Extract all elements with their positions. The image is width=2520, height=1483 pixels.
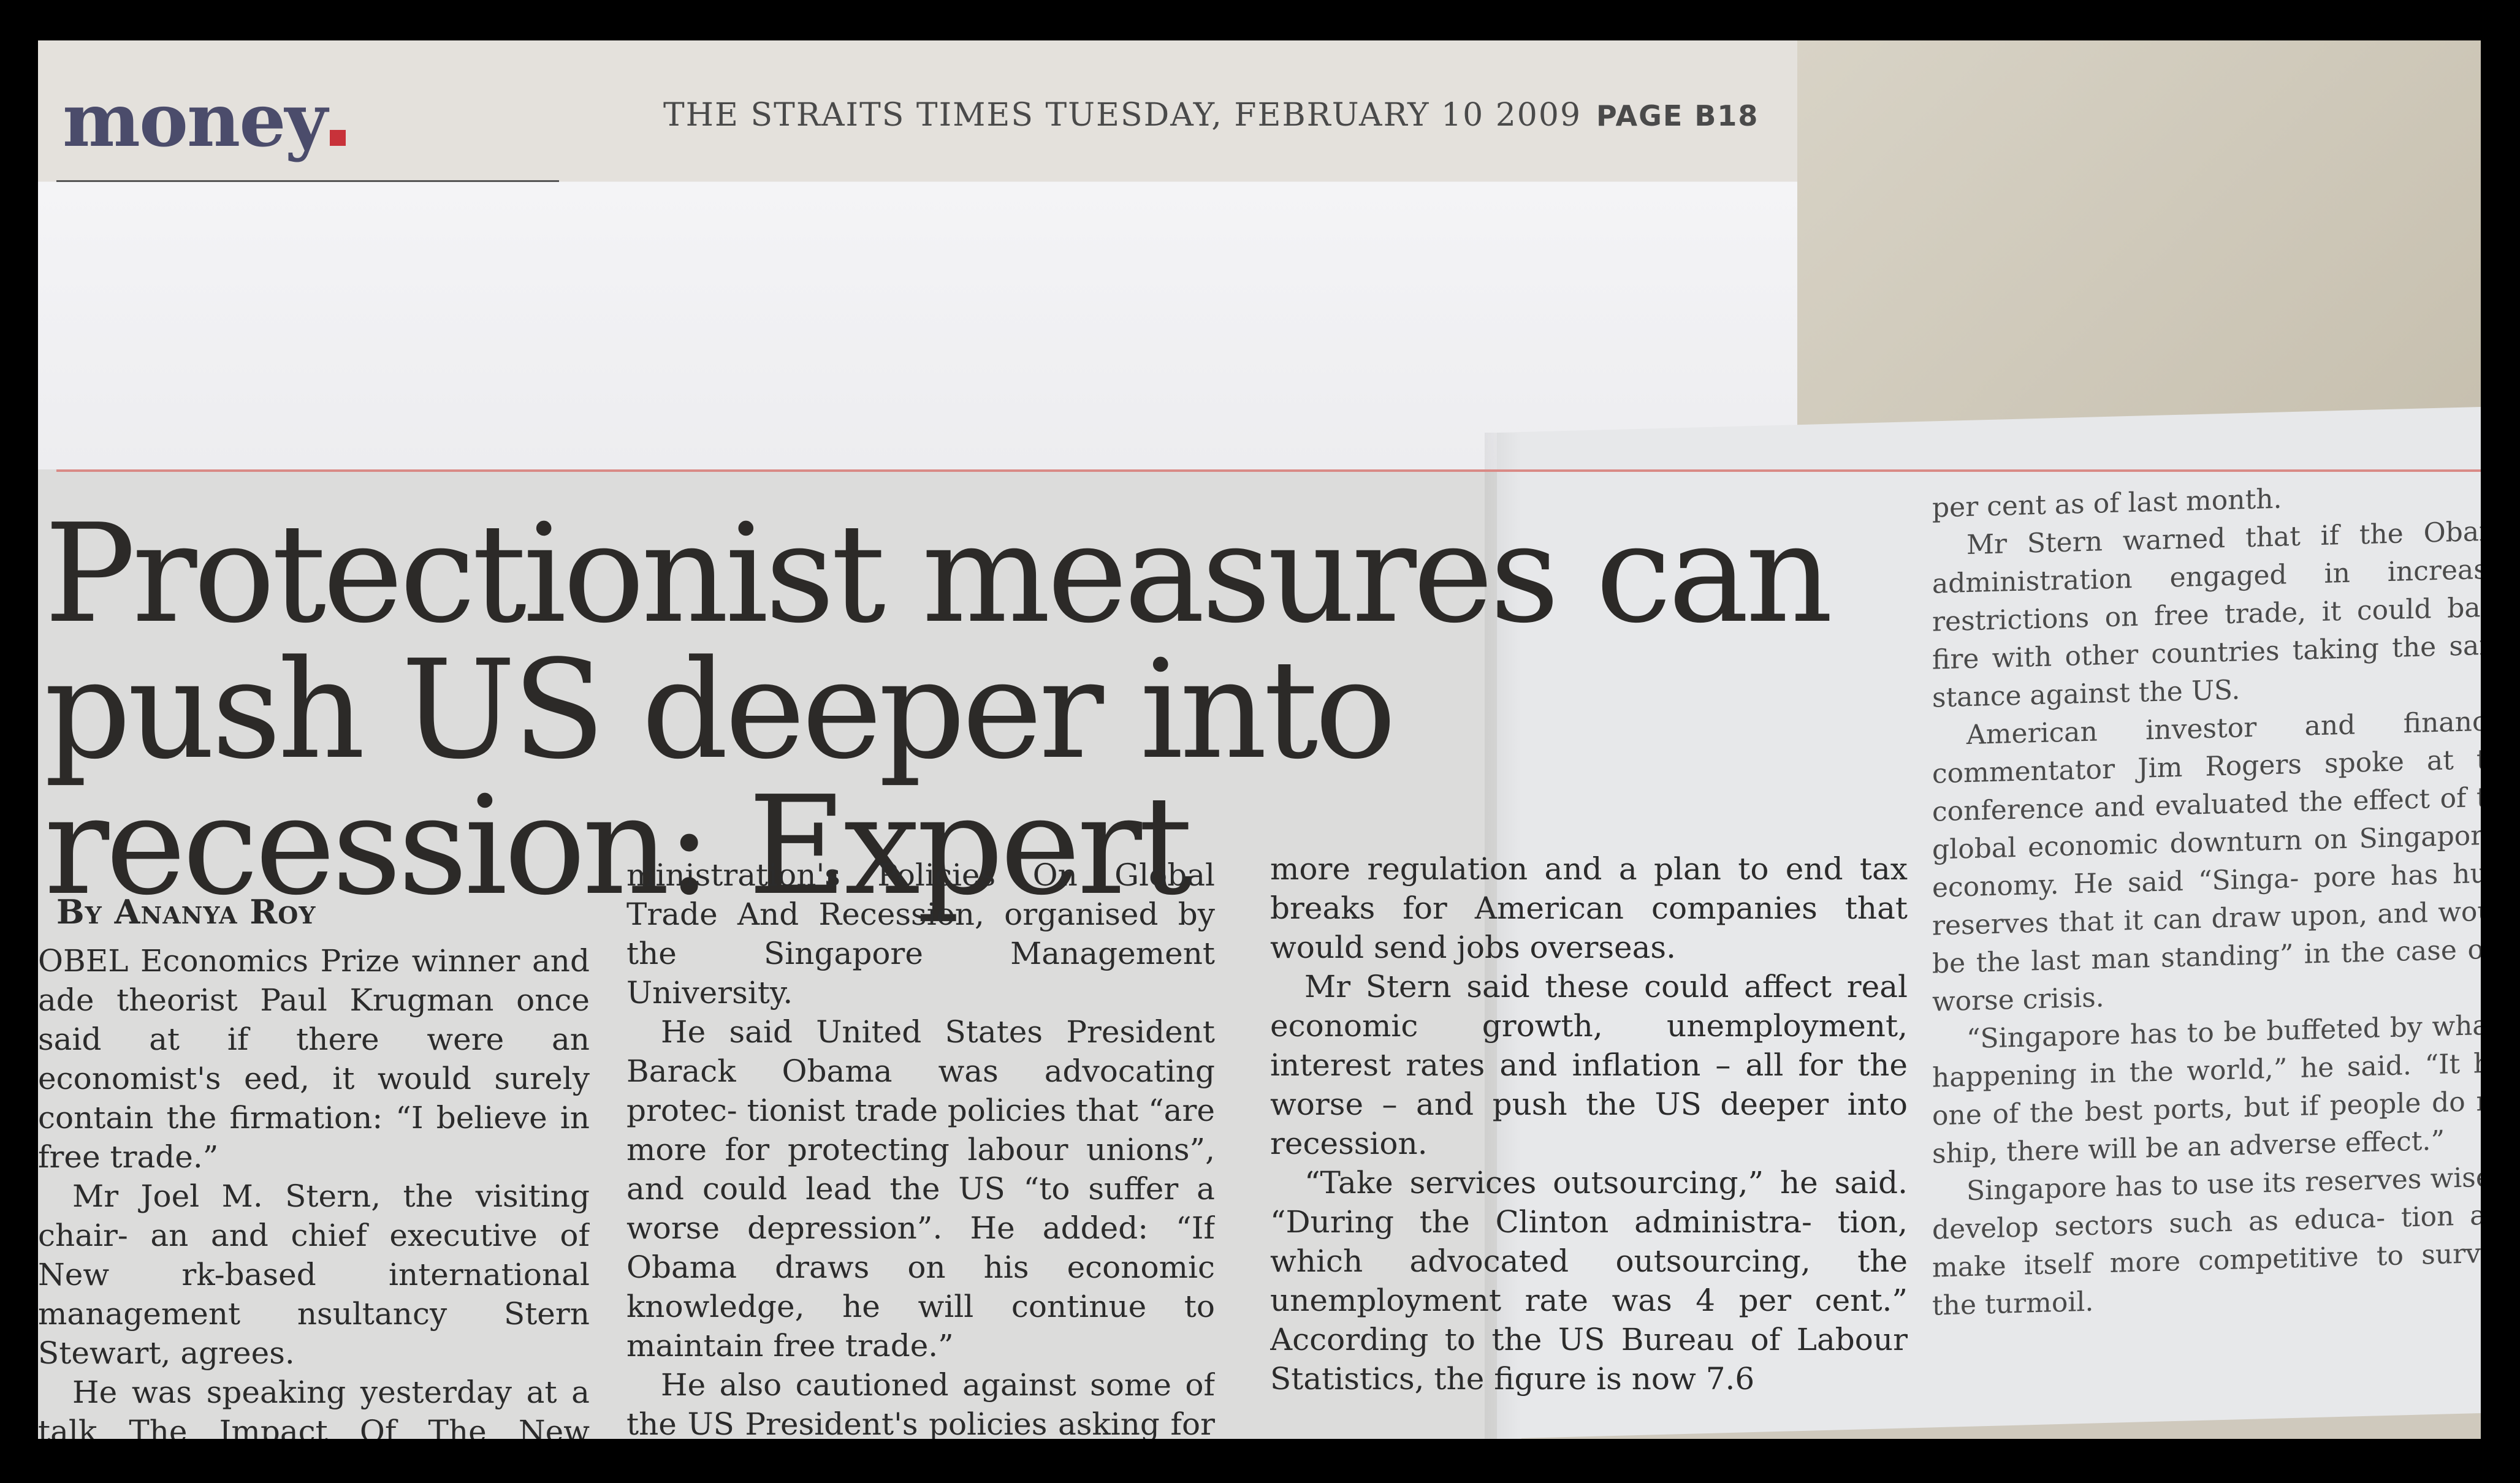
masthead-text: THE STRAITS TIMES TUESDAY, FEBRUARY 10 2…: [663, 97, 1582, 134]
masthead: THE STRAITS TIMES TUESDAY, FEBRUARY 10 2…: [663, 97, 1759, 134]
photo-frame: money THE STRAITS TIMES TUESDAY, FEBRUAR…: [38, 40, 2481, 1439]
paragraph: He was speaking yesterday at a talk The …: [38, 1375, 590, 1439]
column-1: OBEL Economics Prize winner and ade theo…: [38, 941, 590, 1439]
section-logo: money: [63, 77, 346, 164]
paragraph: He said United States President Barack O…: [626, 1014, 1215, 1364]
page-number: PAGE B18: [1596, 99, 1759, 132]
byline: By Ananya Roy: [56, 892, 316, 931]
red-rule: [56, 469, 2481, 472]
column-3: more regulation and a plan to end tax br…: [1270, 849, 1908, 1398]
paragraph: He also cautioned against some of the US…: [626, 1367, 1215, 1439]
section-name: money: [63, 77, 327, 164]
header-clipping: [38, 40, 1797, 506]
column-4: per cent as of last month. Mr Stern warn…: [1932, 474, 2481, 1325]
paragraph: more regulation and a plan to end tax br…: [1270, 851, 1908, 965]
paragraph: OBEL Economics Prize winner and ade theo…: [38, 943, 590, 1175]
paragraph: “Singapore has to be buffeted by what's …: [1932, 1009, 2481, 1170]
paragraph: American investor and financial commenta…: [1932, 705, 2481, 1018]
paragraph: Singapore has to use its reserves wisely…: [1932, 1161, 2481, 1322]
paragraph: Mr Joel M. Stern, the visiting chair- an…: [38, 1178, 590, 1371]
paragraph: “Take services outsourcing,” he said. “D…: [1270, 1165, 1908, 1397]
headline: Protectionist measures can push US deepe…: [44, 495, 1833, 925]
article-clipping-left: [38, 469, 1521, 1439]
page-fold: [1485, 433, 1521, 1439]
header-rule: [56, 180, 559, 182]
background-wall: [1797, 40, 2481, 469]
paragraph: Mr Stern said these could affect real ec…: [1270, 969, 1908, 1161]
paragraph: ministration's Policies On Global Trade …: [626, 857, 1215, 1011]
logo-dot: [330, 130, 346, 146]
column-2: ministration's Policies On Global Trade …: [626, 855, 1215, 1439]
paragraph: Mr Stern warned that if the Obama admini…: [1932, 515, 2481, 714]
